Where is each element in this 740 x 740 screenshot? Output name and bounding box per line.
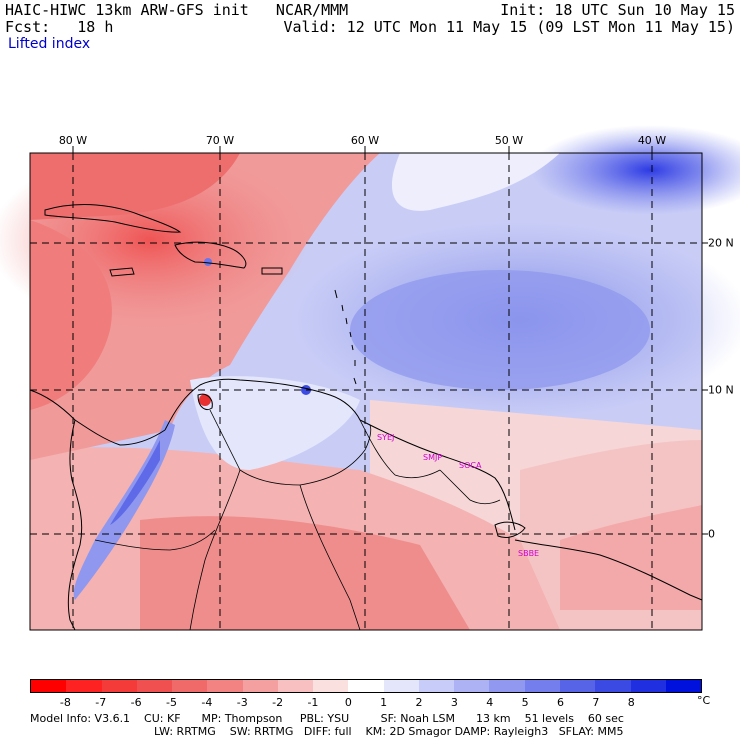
model-info-line-1: Model Info: V3.6.1 CU: KF MP: Thompson P… — [30, 712, 624, 725]
colorbar-segment — [348, 680, 384, 692]
lon-label-40w: 40 W — [637, 134, 667, 147]
lat-label-0: 0 — [708, 527, 715, 541]
tick-marks — [72, 146, 708, 535]
colorbar-segment — [66, 680, 102, 692]
colorbar-tick-label: -6 — [130, 696, 142, 709]
colorbar — [30, 679, 702, 693]
colorbar-tick-label: 2 — [415, 696, 423, 709]
lat-label-10n: 10 N — [708, 383, 734, 397]
colorbar-tick-label: 1 — [380, 696, 388, 709]
colorbar-tick-label: -3 — [236, 696, 248, 709]
colorbar-segment — [136, 680, 173, 692]
colorbar-segment — [665, 680, 702, 692]
colorbar-segment — [595, 680, 631, 692]
colorbar-segment — [172, 680, 208, 692]
model-info-line-2: LW: RRTMG SW: RRTMG DIFF: full KM: 2D Sm… — [154, 725, 624, 738]
colorbar-tick-label: 8 — [627, 696, 635, 709]
station-label: SMJP — [423, 453, 443, 462]
station-label: SBBE — [518, 549, 540, 558]
station-label: SOCA — [459, 461, 482, 470]
colorbar-tick-label: 0 — [344, 696, 352, 709]
colorbar-segment — [277, 680, 314, 692]
map-frame — [29, 152, 703, 631]
valid-time: Valid: 12 UTC Mon 11 May 15 (09 LST Mon … — [283, 18, 735, 36]
colorbar-segment — [242, 680, 278, 692]
colorbar-segment — [383, 680, 419, 692]
colorbar-segment — [559, 680, 596, 692]
colorbar-tick-label: 3 — [450, 696, 458, 709]
colorbar-segment — [31, 680, 67, 692]
colorbar-tick-label: -7 — [95, 696, 107, 709]
lon-label-80w: 80 W — [58, 134, 88, 147]
colorbar-unit: °C — [697, 694, 711, 707]
lon-label-60w: 60 W — [350, 134, 380, 147]
lon-label-70w: 70 W — [205, 134, 235, 147]
colorbar-segment — [524, 680, 560, 692]
lon-label-50w: 50 W — [494, 134, 524, 147]
lat-label-20n: 20 N — [708, 236, 734, 250]
station-label: SYEJ — [377, 433, 395, 442]
colorbar-tick-label: -5 — [165, 696, 177, 709]
colorbar-tick-label: -4 — [201, 696, 213, 709]
lifted-index-field — [0, 125, 740, 630]
colorbar-tick-label: -8 — [59, 696, 71, 709]
coastlines — [29, 204, 703, 631]
graticule — [30, 153, 702, 630]
model-title: HAIC-HIWC 13km ARW-GFS init NCAR/MMM — [5, 1, 349, 19]
colorbar-segment — [101, 680, 137, 692]
colorbar-segment — [454, 680, 490, 692]
field-name: Lifted index — [8, 36, 91, 52]
colorbar-tick-label: 4 — [486, 696, 494, 709]
colorbar-tick-label: -1 — [307, 696, 319, 709]
country-borders — [94, 409, 501, 631]
colorbar-segment — [418, 680, 455, 692]
colorbar-segment — [489, 680, 525, 692]
colorbar-segment — [313, 680, 349, 692]
colorbar-tick-label: 5 — [521, 696, 529, 709]
colorbar-tick-label: 7 — [592, 696, 600, 709]
colorbar-segment — [630, 680, 666, 692]
init-time: Init: 18 UTC Sun 10 May 15 — [500, 1, 735, 19]
colorbar-segment — [207, 680, 243, 692]
forecast-hour: Fcst: 18 h — [5, 18, 114, 36]
colorbar-tick-label: 6 — [557, 696, 565, 709]
colorbar-tick-label: -2 — [272, 696, 284, 709]
